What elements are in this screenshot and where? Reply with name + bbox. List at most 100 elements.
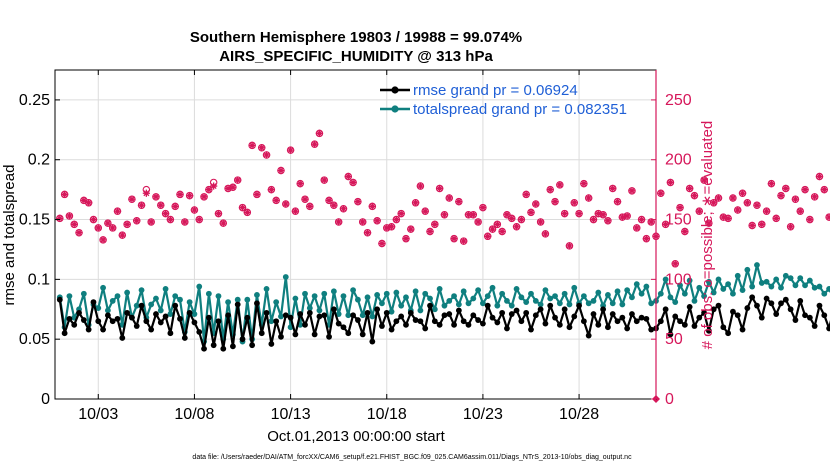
- totalspread-point: [417, 307, 424, 314]
- legend-totalspread-marker: [391, 105, 399, 113]
- obs-evaluated-point: [315, 129, 324, 138]
- totalspread-point: [629, 294, 635, 301]
- obs-evaluated-point: [224, 184, 232, 193]
- rmse-point: [143, 318, 150, 325]
- rmse-point: [715, 302, 722, 309]
- obs-evaluated-point: [604, 217, 612, 225]
- rmse-point: [619, 314, 626, 321]
- totalspread-point: [542, 287, 549, 294]
- rmse-point: [249, 342, 256, 349]
- obs-evaluated-point: [551, 198, 559, 206]
- totalspread-point: [648, 300, 655, 307]
- totalspread-point: [403, 294, 409, 301]
- rmse-point: [398, 313, 405, 320]
- rmse-point: [278, 333, 284, 340]
- rmse-point: [355, 317, 361, 323]
- rmse-point: [427, 302, 433, 309]
- totalspread-point: [244, 296, 251, 303]
- obs-evaluated-point: [277, 166, 285, 175]
- y-right-tick-label: 250: [665, 92, 692, 109]
- obs-evaluated-point: [479, 203, 487, 212]
- totalspread-point: [811, 284, 818, 291]
- x-tick-label: 10/13: [271, 406, 311, 423]
- obs-evaluated-point: [128, 195, 136, 203]
- totalspread-point: [681, 290, 688, 297]
- totalspread-point: [167, 311, 174, 317]
- legend-rmse-marker: [391, 86, 399, 94]
- x-tick-label: 10/23: [463, 406, 503, 423]
- rmse-point: [754, 302, 760, 309]
- obs-evaluated-point: [306, 202, 314, 210]
- totalspread-point: [802, 282, 808, 289]
- totalspread-point: [104, 307, 111, 314]
- obs-evaluated-point: [186, 192, 194, 200]
- obs-evaluated-point: [469, 211, 477, 219]
- rmse-point: [691, 323, 698, 329]
- rmse-point: [537, 306, 544, 313]
- totalspread-point: [215, 293, 222, 300]
- totalspread-point: [523, 299, 530, 305]
- totalspread-point: [595, 289, 602, 296]
- rmse-point: [66, 315, 73, 322]
- rmse-point: [499, 309, 506, 316]
- obs-evaluated-point: [85, 199, 93, 207]
- rmse-point: [239, 336, 246, 343]
- obs-evaluated-point: [291, 207, 299, 215]
- rmse-point: [605, 324, 611, 331]
- obs-evaluated-point: [65, 212, 74, 220]
- rmse-point: [181, 335, 188, 341]
- totalspread-point: [66, 293, 73, 300]
- totalspread-point: [278, 313, 284, 320]
- rmse-point: [379, 323, 385, 329]
- totalspread-point: [157, 307, 164, 314]
- rmse-point: [677, 318, 683, 325]
- rmse-point: [56, 296, 63, 303]
- obs-evaluated-point: [176, 190, 184, 199]
- y-left-tick-label: 0: [41, 391, 50, 408]
- obs-evaluated-point: [753, 201, 761, 209]
- rmse-point: [229, 343, 236, 350]
- obs-evaluated-point: [820, 186, 828, 194]
- obs-evaluated-point: [234, 176, 242, 184]
- obs-evaluated-point: [397, 209, 405, 218]
- obs-evaluated-point: [734, 206, 742, 214]
- x-axis-label: Oct.01,2013 00:00:00 start: [267, 428, 445, 445]
- rmse-point: [701, 309, 707, 316]
- rmse-point: [542, 320, 549, 327]
- rmse-point: [566, 324, 573, 331]
- obs-evaluated-point: [762, 207, 771, 215]
- obs-evaluated-point: [580, 180, 588, 188]
- obs-evaluated-point: [599, 211, 607, 219]
- rmse-point: [162, 313, 169, 320]
- rmse-point: [648, 326, 655, 333]
- obs-evaluated-point: [157, 201, 165, 209]
- totalspread-point: [782, 272, 789, 279]
- obs-evaluated-point: [484, 232, 492, 240]
- obs-evaluated-point: [195, 215, 203, 224]
- obs-evaluated-point: [777, 192, 785, 200]
- rmse-point: [633, 318, 640, 325]
- rmse-point: [744, 305, 751, 311]
- obs-evaluated-point: [392, 215, 400, 224]
- obs-evaluated-point: [460, 237, 468, 245]
- totalspread-point: [470, 295, 477, 302]
- x-tick-label: 10/03: [78, 406, 118, 423]
- rmse-point: [802, 312, 808, 319]
- rmse-point: [725, 330, 732, 337]
- obs-evaluated-point: [637, 215, 646, 224]
- rmse-point: [436, 321, 443, 328]
- totalspread-point: [691, 297, 698, 304]
- rmse-point: [95, 318, 102, 325]
- obs-evaluated-point: [772, 214, 780, 222]
- totalspread-point: [475, 287, 482, 294]
- obs-evaluated-point: [585, 194, 593, 202]
- rmse-point: [504, 325, 510, 332]
- rmse-point: [556, 321, 563, 328]
- rmse-point: [571, 313, 578, 320]
- obs-evaluated-point: [373, 217, 381, 225]
- obs-evaluated-point: [359, 218, 367, 226]
- totalspread-point: [768, 283, 775, 290]
- obs-evaluated-point: [609, 184, 617, 193]
- rmse-point: [672, 313, 679, 320]
